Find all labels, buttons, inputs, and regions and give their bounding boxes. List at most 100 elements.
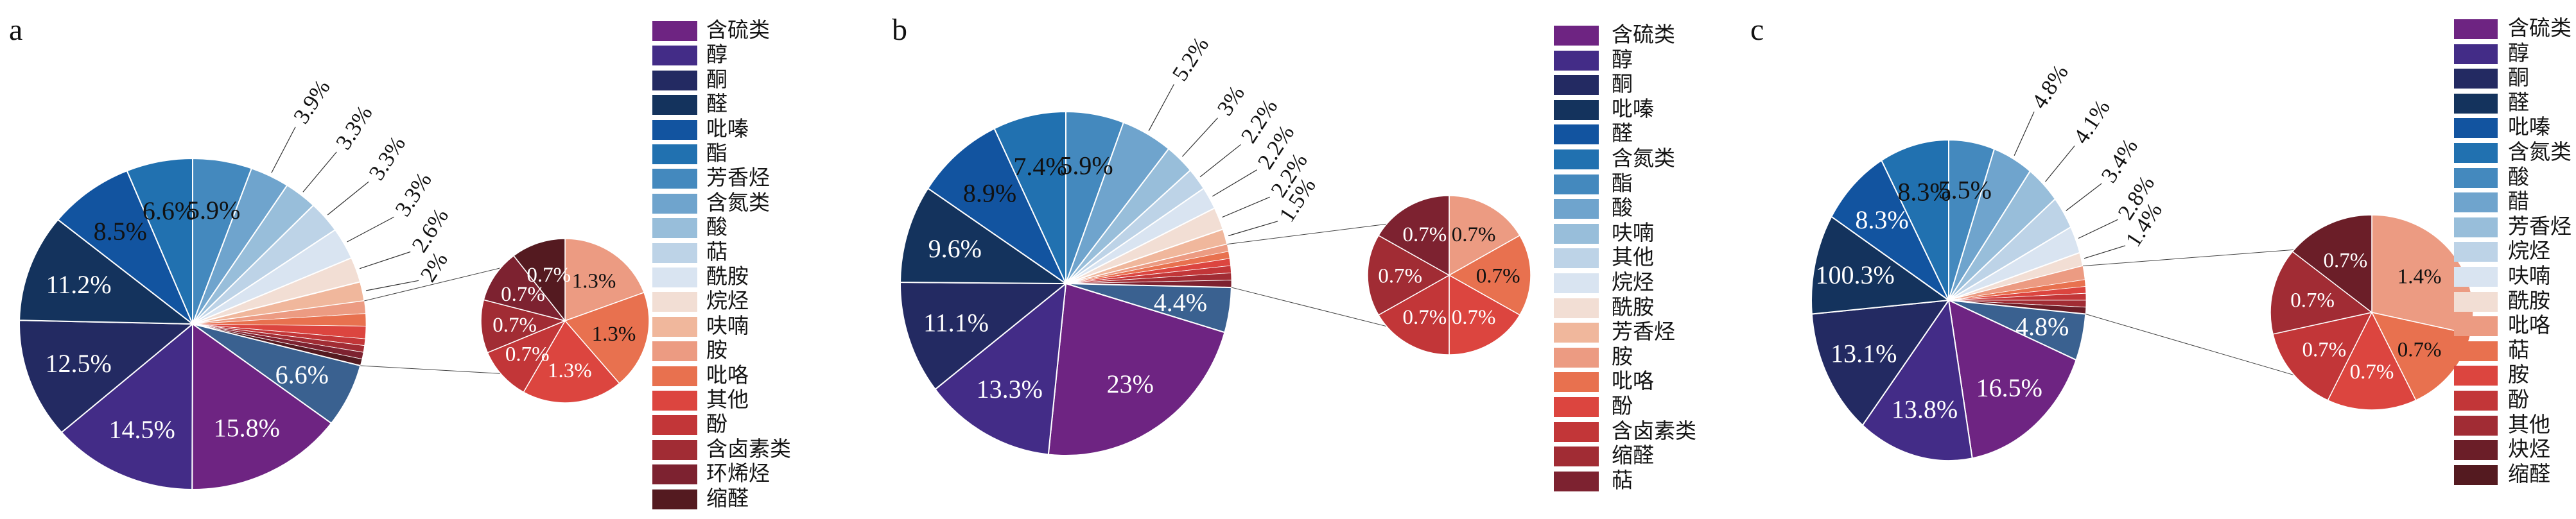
pie-slice [899, 282, 1066, 390]
percent-label-rotated: 3.9% [288, 75, 335, 128]
legend-swatch [1554, 248, 1599, 269]
percent-label: 0.7% [2290, 289, 2335, 312]
legend-label: 吡嗪 [706, 117, 749, 141]
legend-label: 酮 [2508, 67, 2529, 90]
percent-label: 13.8% [1892, 395, 1958, 423]
leader-line [302, 151, 337, 192]
legend-label: 酸 [1612, 197, 1633, 221]
pie-slice [927, 128, 1066, 284]
pie-slice [487, 320, 566, 393]
legend-label: 酚 [2508, 389, 2529, 412]
leader-line [1212, 169, 1258, 197]
legend-swatch [1554, 323, 1599, 343]
leader-line [360, 251, 411, 269]
legend-swatch [652, 218, 697, 239]
legend-swatch [1554, 471, 1599, 491]
percent-label-rotated: 5.2% [1167, 33, 1214, 85]
legend-label: 其他 [706, 389, 749, 412]
pie-slice [1811, 300, 1949, 426]
legend-swatch [652, 21, 697, 41]
percent-label: 1.3% [572, 270, 616, 293]
legend-swatch [652, 169, 697, 189]
legend-swatch [2454, 341, 2498, 361]
legend-swatch [1554, 26, 1599, 46]
panel-label: b [892, 13, 907, 47]
legend-label: 含硫类 [706, 19, 770, 42]
pie-slice [19, 319, 193, 433]
pie-slice [2272, 312, 2372, 401]
percent-label: 8.3% [1855, 205, 1908, 234]
legend-swatch [2454, 291, 2498, 312]
percent-label: 16.5% [1976, 373, 2042, 402]
pie-slice [2371, 214, 2474, 335]
legend-label: 胺 [706, 339, 727, 363]
pie-slice [993, 111, 1066, 284]
percent-label: 100.3% [1816, 260, 1895, 289]
legend-swatch [2454, 440, 2498, 461]
pie-slice [1881, 139, 1949, 301]
pie-slice [2270, 251, 2372, 335]
legend-label: 酸 [2508, 166, 2529, 189]
percent-label: 13.1% [1831, 339, 1897, 368]
percent-label: 5.5% [1938, 176, 1992, 205]
legend-swatch [652, 95, 697, 115]
legend-label: 酰胺 [1612, 296, 1654, 319]
percent-label: 23% [1107, 370, 1154, 398]
zoom-connector-line [1231, 287, 1387, 327]
legend-label: 缩醛 [1612, 445, 1654, 468]
legend-label: 含硫类 [2508, 17, 2572, 40]
legend-swatch [652, 341, 697, 362]
leader-line [2045, 145, 2075, 182]
legend-label: 烷烃 [1612, 271, 1654, 294]
legend-label: 缩醛 [706, 487, 749, 511]
pie-slice [523, 320, 620, 404]
percent-label-rotated: 3.3% [331, 101, 377, 154]
legend-label: 芳香烃 [706, 167, 770, 191]
legend-label: 吡咯 [706, 364, 749, 387]
pie-slice [483, 255, 566, 321]
zoom-connector-line [364, 268, 501, 302]
pie-slice [2292, 214, 2372, 313]
pie-slice [1047, 283, 1226, 456]
pie-slice [1831, 160, 1949, 301]
percent-label: 0.7% [505, 343, 550, 366]
percent-label: 8.5% [94, 217, 147, 246]
legend-label: 芳香烃 [2508, 215, 2572, 239]
legend-swatch [652, 144, 697, 164]
legend-swatch [2454, 143, 2498, 163]
legend-label: 醇 [1612, 48, 1633, 72]
legend-swatch [2454, 391, 2498, 411]
legend-label: 呋喃 [1612, 221, 1654, 245]
leader-line [271, 126, 296, 173]
legend-swatch [2454, 69, 2498, 89]
legend-label: 含氮类 [2508, 141, 2572, 164]
percent-label: 0.7% [1378, 265, 1422, 288]
legend-label: 含氮类 [706, 191, 770, 215]
percent-label: 11.1% [923, 308, 989, 337]
leader-line [1148, 84, 1174, 132]
legend-label: 醛 [706, 93, 727, 117]
panel-a: 5.9% 3.9% 3.3% 3.3% 3.3% 2.6% 2% 6.6% 15.8% 14.5%… [0, 0, 858, 519]
percent-label: 0.7% [1452, 223, 1496, 246]
legend-swatch [2454, 267, 2498, 287]
legend-label: 酚 [706, 413, 727, 437]
pie-slice [2327, 312, 2417, 411]
legend-label: 胺 [1612, 345, 1633, 369]
percent-label: 12.5% [46, 349, 112, 378]
legend-label: 萜 [2508, 339, 2529, 362]
panel-label: a [9, 13, 22, 47]
leader-line [2084, 245, 2126, 259]
panel-c: 5.5% 4.8% 4.1% 3.4% 2.8% 1.4% 4.8% 16.5% 13.8% 13… [1717, 0, 2575, 519]
legend-label: 醛 [2508, 91, 2529, 115]
pie-slice [1449, 235, 1531, 316]
percent-label-rotated: 4.8% [2026, 60, 2073, 113]
panel-b: 5.9% 5.2% 3% 2.2% 2.2% 2.2% 1.5% 4.4% 23% 13.3% 11… [858, 0, 1717, 519]
percent-label: 0.7% [1403, 306, 1447, 329]
legend-label: 萜 [1612, 469, 1633, 493]
pie-slice [126, 157, 193, 325]
legend-swatch [2454, 19, 2498, 39]
legend-label: 含卤素类 [1612, 420, 1696, 443]
percent-label: 14.5% [109, 415, 175, 444]
leader-line [365, 280, 419, 291]
leader-line [2014, 111, 2035, 156]
